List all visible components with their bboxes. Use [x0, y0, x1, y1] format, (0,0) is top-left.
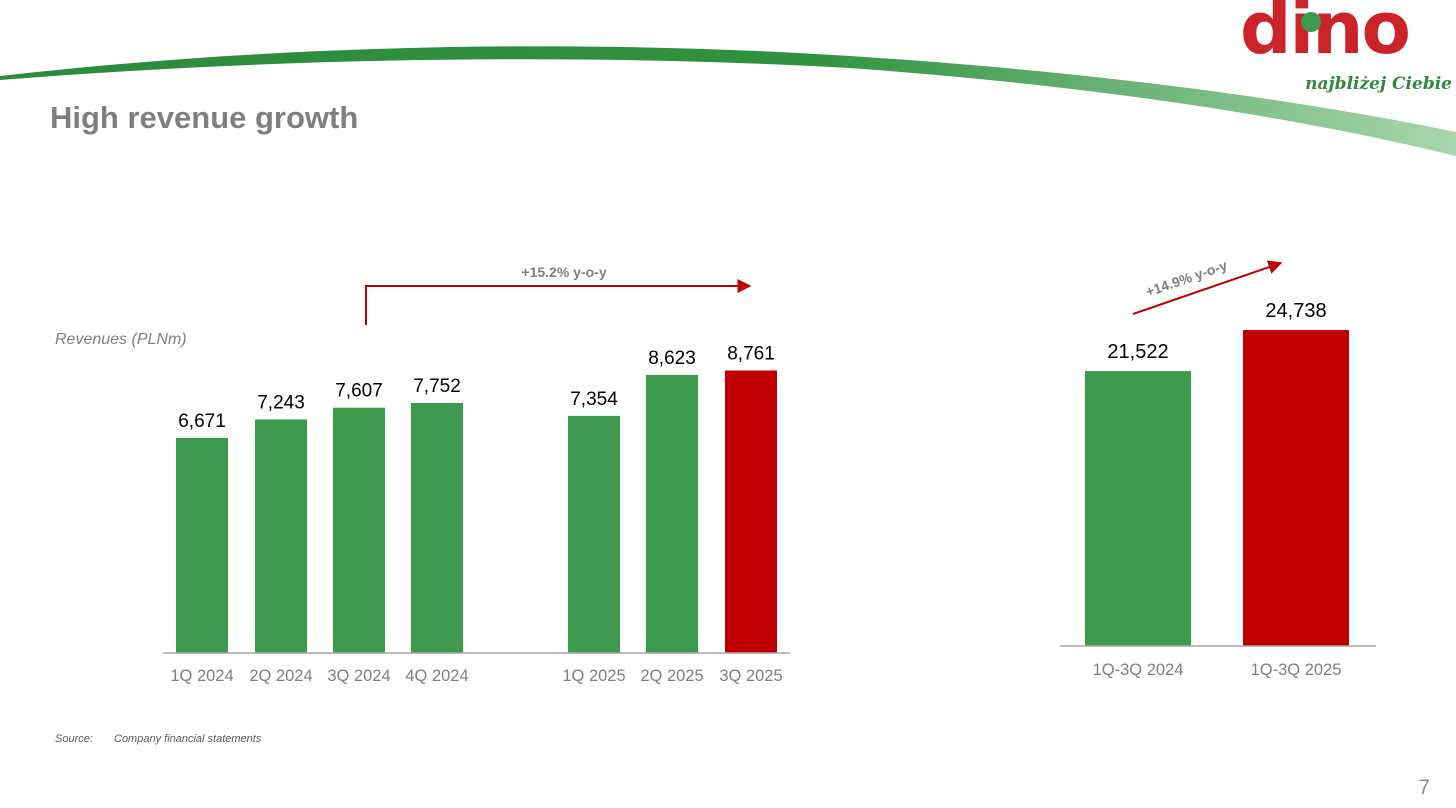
logo-green-dot: [1301, 12, 1321, 32]
logo-wordmark: dino: [1240, 0, 1411, 70]
growth-annotation: +14.9% y-o-y: [1143, 257, 1229, 300]
x-tick-label-2: 1Q-3Q 2025: [1251, 661, 1342, 679]
bar-1: [1085, 371, 1191, 646]
x-tick-label-1: 1Q-3Q 2024: [1093, 661, 1184, 679]
data-label-2: 7,243: [257, 392, 305, 413]
growth-arrow: [1132, 260, 1283, 315]
bar-5: [568, 415, 620, 653]
source-text: Company financial statements: [114, 733, 262, 745]
bar-7: [725, 370, 777, 653]
page-title: High revenue growth: [50, 100, 359, 135]
dino-logo: dino najbliżej Ciebie: [1240, 0, 1452, 102]
data-label-7: 8,761: [727, 344, 775, 365]
x-tick-label-2: 2Q 2024: [249, 667, 312, 685]
growth-annotation: +15.2% y-o-y: [521, 264, 606, 280]
data-label-6: 8,623: [648, 348, 696, 369]
x-tick-label-1: 1Q 2024: [170, 667, 233, 685]
bar-2: [1243, 330, 1349, 646]
logo-tagline: najbliżej Ciebie: [1305, 74, 1452, 94]
x-tick-label-5: 1Q 2025: [562, 667, 625, 685]
data-label-1: 21,522: [1107, 341, 1168, 363]
data-label-5: 7,354: [570, 389, 618, 410]
bar-3: [333, 407, 385, 653]
data-label-4: 7,752: [413, 376, 461, 397]
x-tick-label-6: 2Q 2025: [640, 667, 703, 685]
bar-6: [646, 374, 698, 653]
bar-2: [255, 419, 307, 653]
bar-4: [411, 403, 463, 653]
growth-arrow: [365, 279, 752, 325]
x-tick-label-3: 3Q 2024: [327, 667, 390, 685]
x-tick-label-7: 3Q 2025: [719, 667, 782, 685]
quarterly-revenue-chart: 6,671 1Q 2024 7,243 2Q 2024 7,607 3Q 2024 7,75…: [163, 264, 790, 685]
source-label: Source:: [55, 733, 93, 745]
page-number: 7: [1418, 776, 1430, 799]
data-label-3: 7,607: [335, 381, 383, 402]
data-label-2: 24,738: [1265, 300, 1326, 322]
cumulative-revenue-chart: 21,522 1Q-3Q 2024 24,738 1Q-3Q 2025 +14.9% y…: [1060, 257, 1376, 679]
bar-1: [176, 437, 228, 653]
y-axis-label: Revenues (PLNm): [55, 331, 187, 348]
x-tick-label-4: 4Q 2024: [405, 667, 468, 685]
data-label-1: 6,671: [178, 411, 226, 432]
